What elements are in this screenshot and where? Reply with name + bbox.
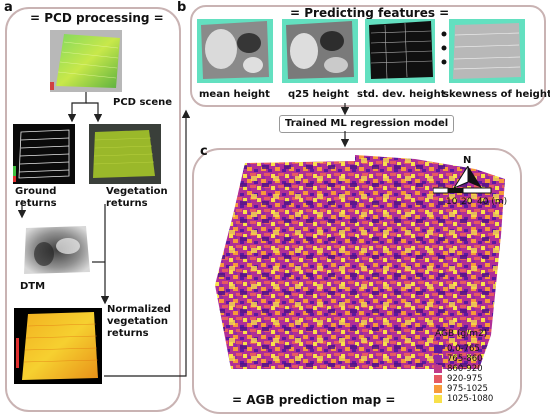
scale-bar-icon	[433, 187, 492, 194]
legend-swatch	[434, 365, 442, 373]
more-features-dots-icon	[441, 31, 447, 65]
normalized-returns-image	[14, 308, 102, 384]
model-label: Trained ML regression model	[279, 115, 455, 133]
legend-label: 0.0-765	[447, 344, 480, 354]
ground-returns-label: Ground returns	[15, 186, 57, 209]
panel-a-frame	[5, 7, 181, 412]
scale-tick-40: 40 (m)	[477, 197, 508, 207]
scale-tick-10: 10	[446, 197, 458, 207]
panel-c-letter: c	[200, 144, 208, 159]
pcd-scene-image	[50, 30, 122, 92]
legend-label: 975-1025	[447, 384, 488, 394]
legend-label: 920-975	[447, 374, 483, 384]
legend-swatch	[434, 395, 442, 403]
legend-title: AGB (g/m2)	[435, 329, 488, 339]
agb-map-image	[215, 155, 505, 369]
panel-a-letter: a	[4, 0, 13, 15]
feature-q25-height-image	[282, 19, 358, 83]
legend-swatch	[434, 345, 442, 353]
north-arrow-icon	[452, 166, 482, 190]
north-label: N	[463, 155, 472, 166]
pcd-scene-label: PCD scene	[113, 97, 173, 108]
feature-skewness-height-image	[449, 19, 525, 83]
feature-label-mean: mean height	[199, 89, 270, 100]
ground-returns-image	[13, 124, 75, 184]
normalized-returns-label: Normalized vegetation returns	[107, 304, 171, 339]
feature-mean-height-image	[197, 19, 273, 83]
scale-tick-20: 20	[461, 197, 473, 207]
legend-label: 1025-1080	[447, 394, 494, 404]
panel-b-frame	[190, 5, 546, 107]
panel-a-title: = PCD processing =	[30, 11, 164, 25]
panel-b-letter: b	[177, 0, 187, 15]
panel-b-title: = Predicting features =	[290, 6, 450, 20]
legend-swatch	[434, 385, 442, 393]
feature-label-q25: q25 height	[288, 89, 349, 100]
feature-std-dev-height-image	[365, 19, 435, 83]
feature-label-skew: skewness of height	[443, 89, 550, 100]
dtm-label: DTM	[20, 281, 46, 292]
legend-label: 860-920	[447, 364, 483, 374]
feature-label-std: std. dev. height	[357, 89, 446, 100]
panel-c-frame	[192, 148, 522, 414]
legend-swatch	[434, 375, 442, 383]
legend-swatch	[434, 355, 442, 363]
panel-c-title: = AGB prediction map =	[232, 393, 396, 407]
dtm-image	[24, 226, 90, 274]
legend-label: 765-860	[447, 354, 483, 364]
vegetation-returns-image	[89, 124, 161, 184]
vegetation-returns-label: Vegetation returns	[106, 186, 168, 209]
